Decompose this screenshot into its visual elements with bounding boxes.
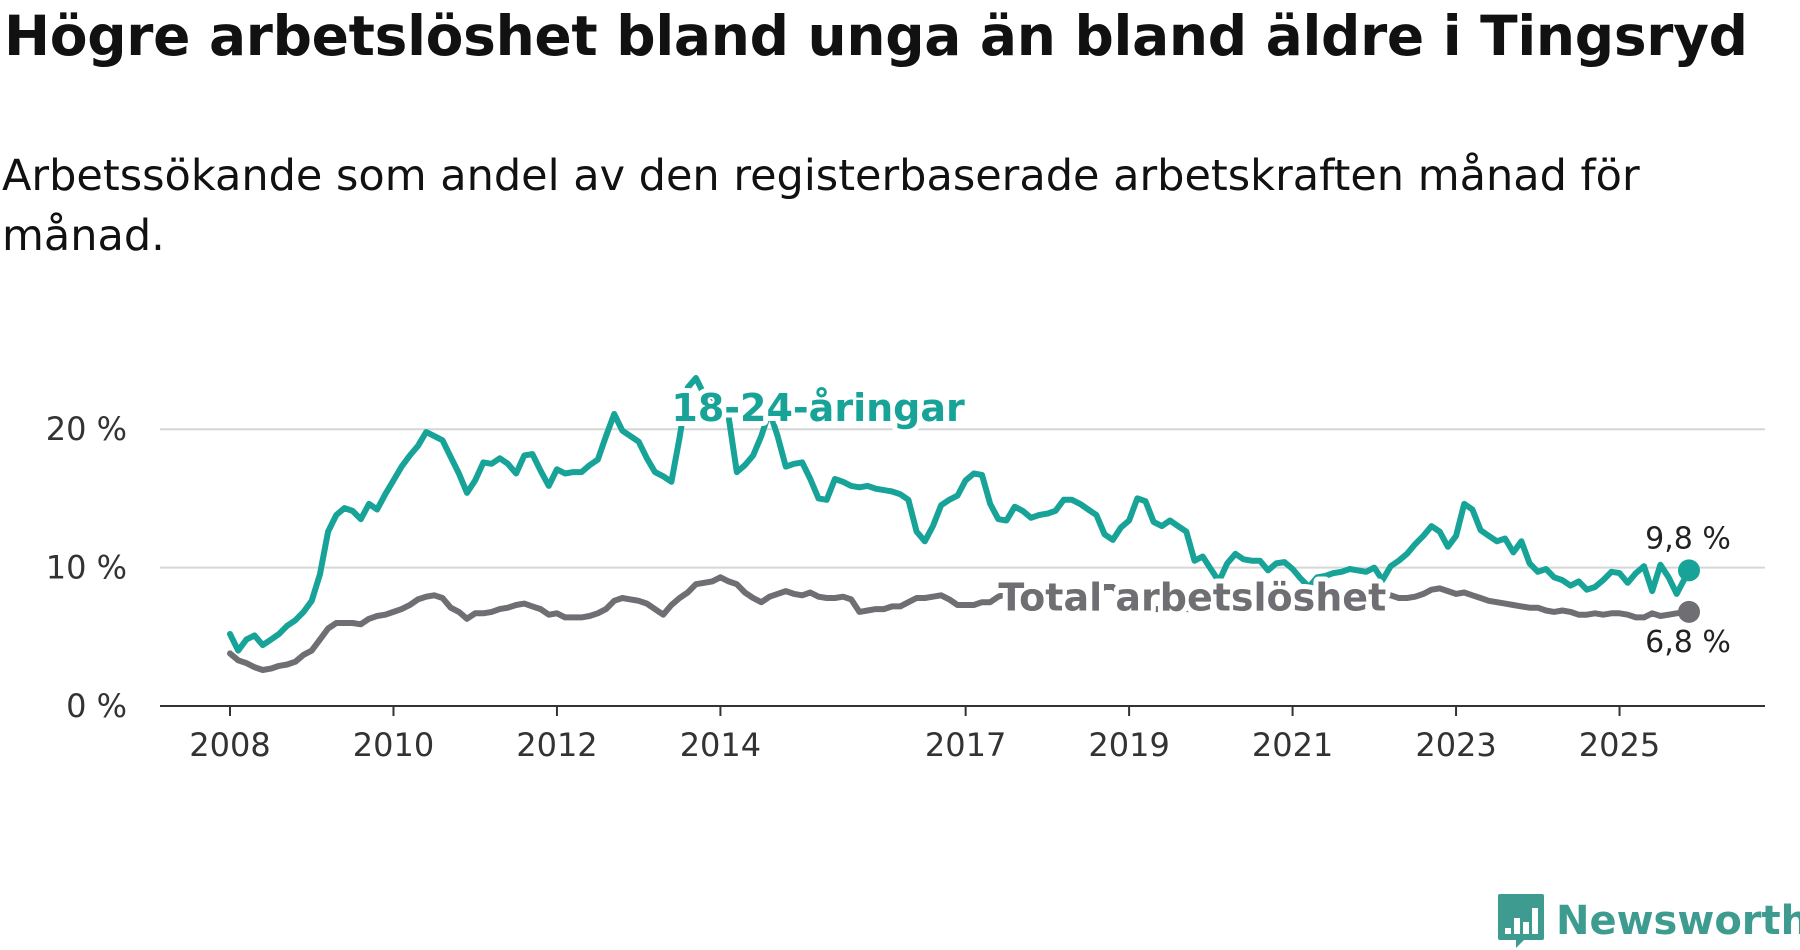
end-label-total: 6,8 %: [1645, 625, 1731, 660]
x-axis: 2008 2010 2012 2014 2017 2019 2021 2023 2025: [160, 705, 1765, 764]
brand-name: Newsworthy: [1556, 898, 1800, 944]
series-label-total-halo: Total arbetslöshet: [998, 576, 1386, 620]
series-end-markers: 9,8 % 6,8 %: [1645, 521, 1731, 660]
y-axis-tick-labels: 0 % 10 % 20 %: [46, 410, 127, 725]
x-tick-label: 2017: [925, 726, 1006, 764]
x-tick-label: 2008: [189, 726, 270, 764]
y-tick-label: 20 %: [46, 410, 127, 448]
x-tick-label: 2021: [1252, 726, 1333, 764]
y-tick-label: 10 %: [46, 549, 127, 587]
y-tick-label: 0 %: [66, 687, 127, 725]
series-label-youth: 18-24-åringar: [671, 386, 965, 430]
chart-subtitle: Arbetssökande som andel av den registerb…: [2, 151, 1640, 261]
newsworthy-logo-icon: [1498, 894, 1544, 948]
x-tick-label: 2023: [1415, 726, 1496, 764]
grid-lines: [160, 428, 1765, 569]
end-marker-youth: [1678, 559, 1700, 582]
series-lines: [227, 375, 1692, 673]
x-tick-label: 2025: [1579, 726, 1660, 764]
series-line-youth: [227, 375, 1692, 654]
x-tick-label: 2010: [353, 726, 434, 764]
end-marker-total: [1678, 600, 1700, 623]
line-chart: 0 % 10 % 20 % 2008 2010 2012 2014 2017 2019 2021…: [46, 375, 1765, 764]
series-line-total: [227, 574, 1692, 673]
x-tick-label: 2019: [1088, 726, 1169, 764]
series-label-youth-halo: 18-24-åringar: [671, 386, 965, 430]
end-label-youth: 9,8 %: [1645, 521, 1731, 556]
chart-title: Högre arbetslöshet bland unga än bland ä…: [4, 4, 1748, 68]
series-label-total: Total arbetslöshet: [998, 576, 1386, 620]
x-tick-label: 2012: [516, 726, 597, 764]
brand-logo: Newsworthy: [1496, 892, 1800, 950]
x-tick-label: 2014: [680, 726, 761, 764]
